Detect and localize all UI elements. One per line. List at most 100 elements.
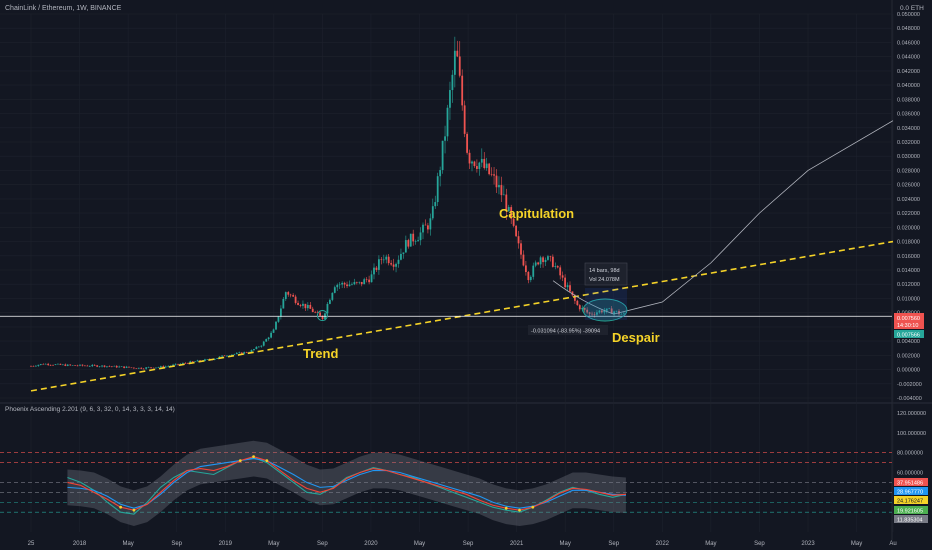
price-tick-label: 0.028000: [897, 168, 920, 174]
price-tick-label: 0.002000: [897, 353, 920, 359]
candle-body: [422, 224, 424, 233]
candle-body: [110, 366, 113, 368]
candle-body: [306, 304, 309, 309]
candle-body: [551, 256, 554, 267]
despair-label: Despair: [612, 330, 660, 345]
candle-body: [473, 161, 476, 167]
candle-body: [375, 267, 378, 270]
candle-body: [88, 366, 91, 367]
candle-body: [615, 310, 618, 312]
candle-body: [157, 367, 160, 368]
candle-body: [231, 354, 233, 356]
candle-body: [79, 364, 81, 366]
candle-body: [610, 308, 613, 314]
time-tick-label: May: [122, 541, 133, 547]
candle-body: [226, 355, 228, 357]
candle-body: [123, 366, 125, 368]
candle-body: [510, 207, 513, 219]
candle-body: [502, 194, 505, 196]
time-axis[interactable]: 25 2018 May Sep 2019 May Sep 2020 May Sep 2021 May S…: [28, 541, 897, 547]
time-tick-label: Sep: [171, 541, 182, 547]
candle-body: [424, 224, 427, 226]
candle-body: [476, 166, 478, 169]
price-tick-label: 0.014000: [897, 268, 920, 274]
candle-body: [64, 364, 67, 366]
candle-body: [368, 279, 370, 283]
price-tick-label: 0.034000: [897, 126, 920, 132]
candle-body: [591, 313, 593, 315]
candle-body: [380, 259, 383, 260]
candle-body: [483, 158, 486, 169]
candle-body: [586, 309, 589, 313]
candle-body: [162, 366, 165, 368]
candle-body: [515, 225, 517, 237]
oscillator-pane[interactable]: [0, 440, 892, 527]
candle-body: [238, 352, 241, 354]
candle-body: [115, 365, 118, 368]
price-tick-label: 0.040000: [897, 83, 920, 89]
price-tick-label: 0.010000: [897, 296, 920, 302]
candle-body: [534, 262, 537, 266]
candle-body: [387, 256, 390, 264]
osc-badge-blue: [894, 487, 928, 495]
candle-body: [270, 332, 272, 338]
candle-body: [392, 264, 395, 267]
time-tick-label: 2021: [510, 541, 524, 547]
candle-body: [49, 364, 52, 366]
candle-body: [216, 357, 219, 359]
candle-body: [113, 365, 116, 367]
candle-body: [358, 281, 361, 283]
candle-body: [397, 259, 400, 264]
candle-body: [314, 312, 317, 313]
price-pane[interactable]: [0, 36, 894, 392]
candle-body: [441, 140, 444, 171]
candle-body: [412, 233, 415, 242]
candle-body: [71, 365, 74, 366]
osc-signal-dot: [238, 459, 242, 462]
candle-body: [583, 307, 586, 310]
candle-body: [59, 363, 62, 365]
candle-body: [566, 285, 569, 288]
time-tick-label: May: [705, 541, 716, 547]
candle-body: [199, 360, 201, 361]
candle-body: [451, 74, 454, 91]
candle-body: [468, 152, 471, 164]
candle-body: [69, 364, 72, 366]
candle-body: [42, 363, 45, 365]
candle-body: [240, 352, 243, 354]
candle-body: [404, 240, 407, 253]
osc-badge-yellow-value: 24.176247: [897, 499, 923, 505]
candle-body: [360, 281, 363, 285]
time-tick-label: May: [268, 541, 279, 547]
unit-label: 0.0 ETH: [900, 5, 924, 12]
osc-signal-dot: [252, 455, 255, 459]
time-tick-label: 2022: [656, 541, 670, 547]
candle-body: [159, 366, 162, 368]
time-tick-label: Au: [889, 541, 896, 547]
candle-body: [30, 366, 32, 367]
price-tick-label: 0.030000: [897, 154, 920, 160]
osc-badge-red-value: 37.951486: [897, 481, 923, 487]
candle-body: [620, 314, 623, 315]
candle-body: [309, 304, 312, 309]
osc-badge-gray: [894, 515, 928, 523]
price-tick-label: 0.000000: [897, 368, 920, 374]
candle-body: [316, 312, 319, 313]
osc-badge-blue-value: 28.967770: [897, 490, 923, 496]
price-tick-label: 0.032000: [897, 140, 920, 146]
candle-body: [152, 367, 155, 369]
last-price-value: 0.007560: [897, 316, 920, 322]
candle-body: [184, 363, 187, 364]
candle-body: [471, 161, 473, 164]
candle-body: [39, 363, 42, 365]
candle-body: [265, 339, 268, 342]
candle-body: [588, 312, 591, 314]
candle-body: [378, 259, 380, 270]
candle-body: [576, 300, 579, 306]
candle-body: [490, 174, 493, 175]
osc-badge-yellow: [894, 496, 928, 504]
candle-body: [382, 259, 385, 261]
candle-body: [204, 359, 206, 361]
candle-body: [603, 310, 606, 313]
capitulation-label: Capitulation: [499, 206, 574, 221]
